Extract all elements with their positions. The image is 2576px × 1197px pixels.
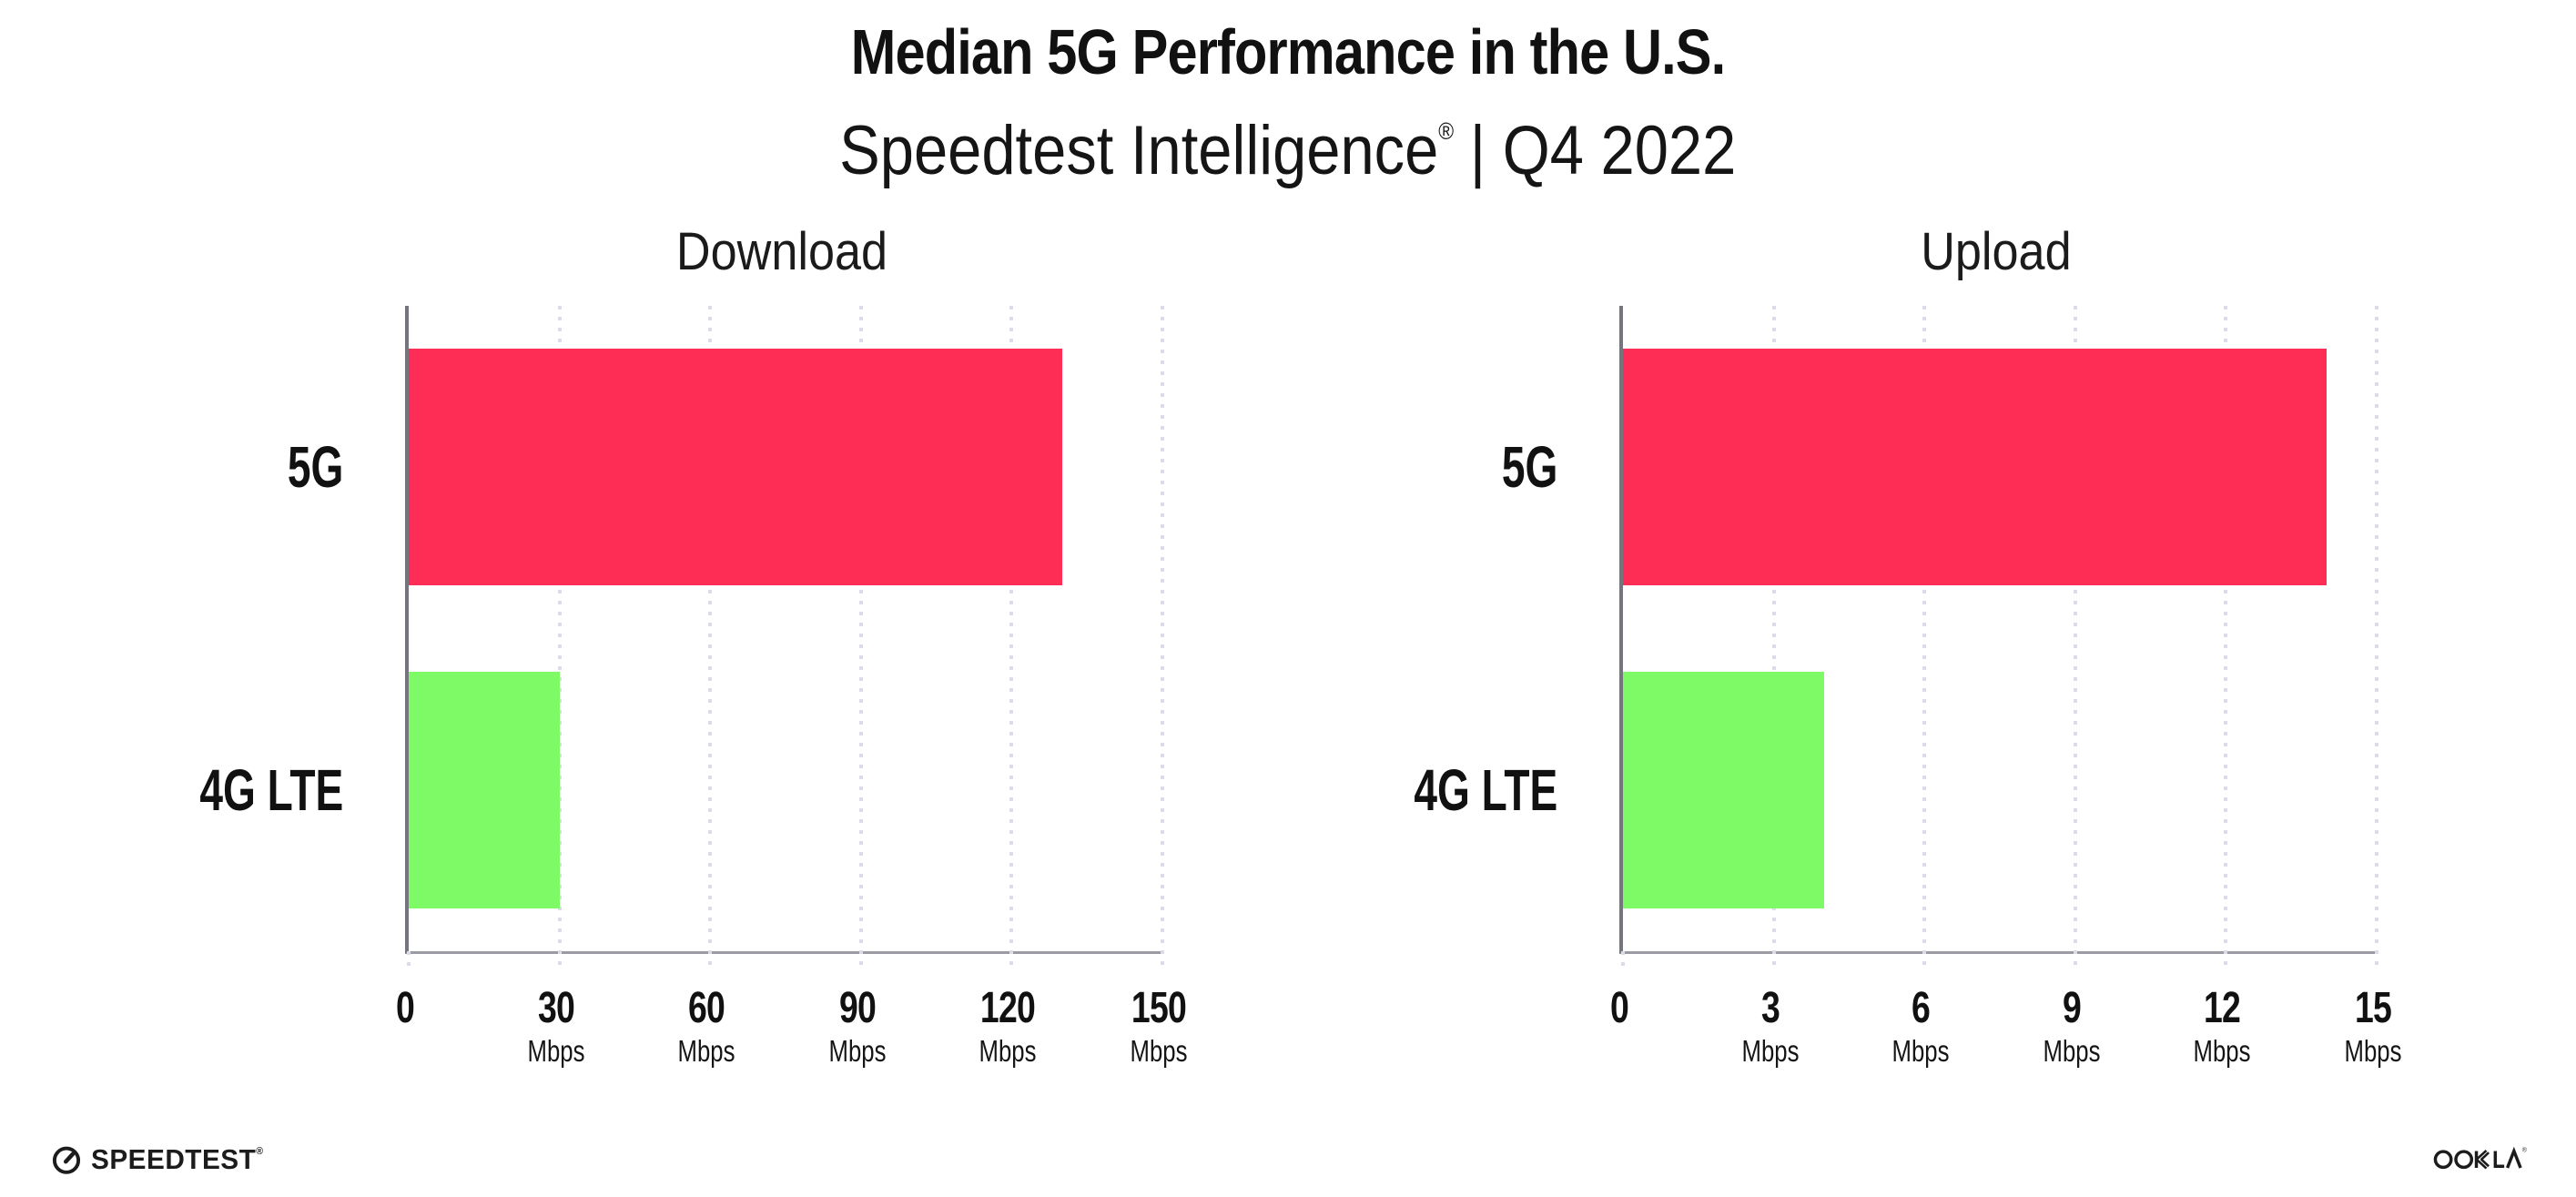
category-label: 5G	[1501, 434, 1557, 501]
tick-unit: Mbps	[2344, 1034, 2402, 1068]
x-tick-label: 9 Mbps	[2043, 985, 2100, 1070]
bar-5g	[1623, 349, 2327, 586]
tick-value: 15	[2354, 984, 2392, 1032]
download-plot-area: 5G 4G LTE	[199, 306, 1164, 971]
subtitle-brand: Speedtest Intelligence	[839, 112, 1439, 189]
page-title-text: Median 5G Performance in the U.S.	[850, 16, 1726, 87]
gridline	[557, 306, 562, 971]
header: Median 5G Performance in the U.S. Speedt…	[0, 15, 2576, 191]
bar-row: 5G	[1502, 306, 2377, 629]
tick-unit: Mbps	[527, 1034, 585, 1068]
gridline	[1161, 306, 1164, 971]
download-chart: Download 5G 4G LTE 0 30 Mbps 60 Mbps 90 Mbps 120…	[137, 222, 1283, 1103]
tick-unit: Mbps	[677, 1034, 735, 1068]
bar-row: 5G	[288, 306, 1162, 629]
x-tick-label: 15 Mbps	[2345, 985, 2402, 1070]
chart-title-upload: Upload	[1619, 222, 2373, 282]
page-subtitle-text: Speedtest Intelligence® | Q4 2022	[839, 91, 1736, 191]
upload-plot-area: 5G 4G LTE	[1414, 306, 2378, 971]
gridline	[2073, 306, 2077, 971]
x-tick-label: 30 Mbps	[527, 985, 584, 1070]
tick-unit: Mbps	[1130, 1034, 1188, 1068]
x-tick-label: 0	[395, 984, 415, 1032]
tick-unit: Mbps	[1891, 1034, 1950, 1068]
gridline	[1009, 306, 1014, 971]
x-tick-label: 6 Mbps	[1892, 985, 1950, 1070]
bar-row: 4G LTE	[1414, 629, 2377, 952]
speedtest-registered-mark: ®	[256, 1146, 264, 1157]
speedtest-wordmark: SPEEDTEST®	[91, 1143, 264, 1176]
bar-4g-lte	[409, 671, 560, 908]
tick-unit: Mbps	[1741, 1034, 1800, 1068]
tick-value: 150	[1131, 984, 1187, 1032]
tick-value: 0	[1609, 984, 1629, 1032]
subtitle-period: | Q4 2022	[1470, 112, 1737, 189]
x-tick-label: 90 Mbps	[828, 985, 886, 1070]
tick-value: 12	[2204, 984, 2241, 1032]
page-subtitle: Speedtest Intelligence® | Q4 2022	[0, 91, 2576, 191]
gridline	[1922, 306, 1927, 971]
registered-mark: ®	[1438, 117, 1455, 145]
axis-origin-tick	[1621, 951, 1625, 971]
x-tick-label: 0	[1609, 984, 1629, 1032]
tick-unit: Mbps	[828, 1034, 887, 1068]
bar-5g	[409, 349, 1062, 586]
tick-value: 6	[1912, 984, 1931, 1032]
tick-unit: Mbps	[979, 1034, 1037, 1068]
download-x-axis-labels: 0 30 Mbps 60 Mbps 90 Mbps 120 Mbps 150 Mbps	[396, 985, 1187, 1103]
chart-title-text: Download	[675, 222, 888, 281]
footer: SPEEDTEST® OOKLA ®	[51, 1135, 2527, 1184]
tick-value: 30	[537, 984, 575, 1032]
gridline	[2224, 306, 2228, 971]
x-tick-label: 60 Mbps	[678, 985, 735, 1070]
upload-x-axis-labels: 0 3 Mbps 6 Mbps 9 Mbps 12 Mbps 15 Mbps	[1610, 985, 2401, 1103]
gridline	[1771, 306, 1776, 971]
gridline	[708, 306, 713, 971]
bar-4g-lte	[1623, 671, 1824, 908]
category-label: 4G LTE	[1414, 756, 1557, 823]
tick-unit: Mbps	[2043, 1034, 2101, 1068]
tick-value: 60	[688, 984, 725, 1032]
chart-title-text: Upload	[1921, 222, 2072, 281]
ookla-registered-mark: ®	[2522, 1146, 2527, 1153]
tick-value: 120	[980, 984, 1036, 1032]
speedtest-gauge-icon	[52, 1146, 81, 1174]
x-tick-label: 120 Mbps	[979, 985, 1037, 1070]
upload-chart: Upload 5G 4G LTE 0 3 Mbps 6 Mbps 9 Mbps 12 Mbps 15…	[1351, 222, 2498, 1103]
tick-unit: Mbps	[2193, 1034, 2251, 1068]
gridline	[2375, 306, 2378, 971]
tick-value: 9	[2062, 984, 2082, 1032]
category-label: 4G LTE	[199, 756, 343, 823]
tick-value: 90	[838, 984, 877, 1032]
category-label: 5G	[287, 434, 343, 501]
speedtest-label: SPEEDTEST	[91, 1143, 257, 1175]
chart-title-download: Download	[405, 222, 1159, 282]
x-tick-label: 150 Mbps	[1131, 985, 1188, 1070]
ookla-wordmark-icon: ®	[2433, 1146, 2527, 1170]
tick-value: 3	[1760, 984, 1780, 1032]
gridline	[858, 306, 863, 971]
x-tick-label: 3 Mbps	[1741, 985, 1799, 1070]
speedtest-logo: SPEEDTEST®	[51, 1143, 270, 1176]
ookla-logo: OOKLA ®	[2432, 1142, 2527, 1178]
page-title: Median 5G Performance in the U.S.	[0, 15, 2576, 89]
axis-origin-tick	[407, 951, 411, 971]
tick-value: 0	[395, 984, 415, 1032]
x-tick-label: 12 Mbps	[2194, 985, 2251, 1070]
bar-row: 4G LTE	[199, 629, 1162, 952]
